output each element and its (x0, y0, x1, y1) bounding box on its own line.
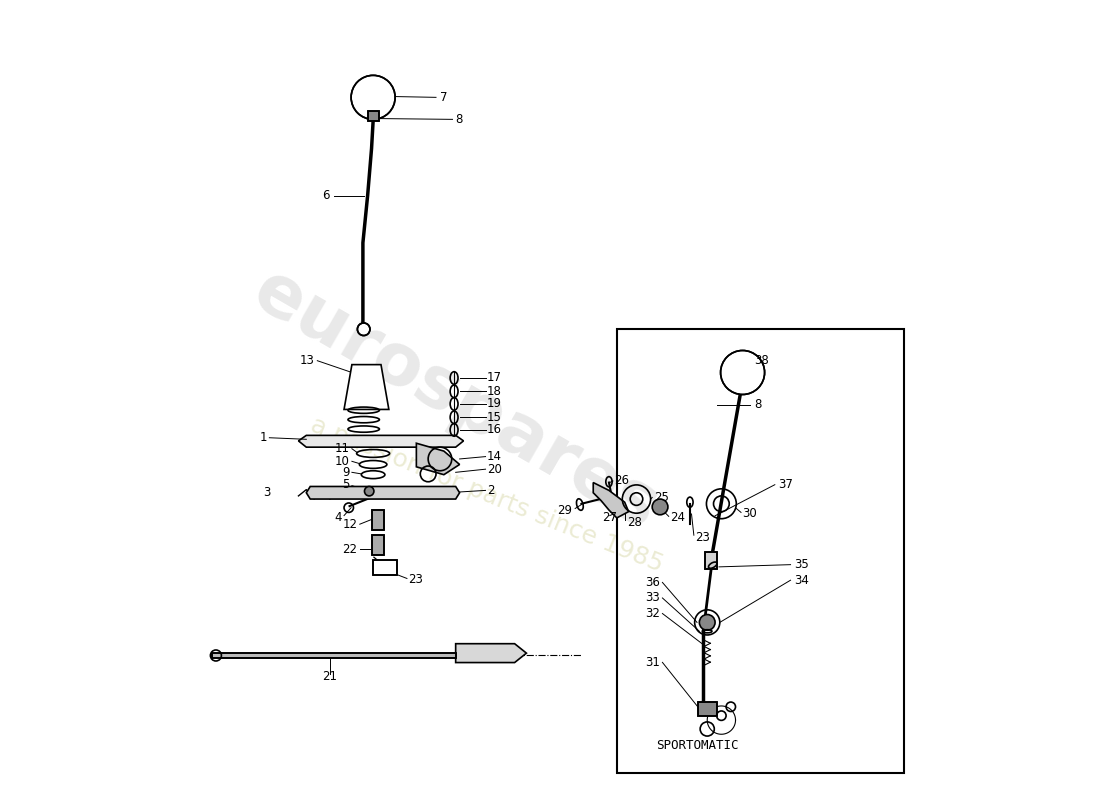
Bar (372, 510, 384, 530)
Text: 9: 9 (342, 466, 350, 479)
Text: 16: 16 (487, 423, 502, 436)
Circle shape (700, 614, 715, 630)
Text: 19: 19 (487, 398, 502, 410)
Text: 18: 18 (487, 385, 502, 398)
Bar (373, 560, 397, 574)
Text: 10: 10 (334, 455, 350, 468)
Text: 17: 17 (487, 371, 502, 385)
Circle shape (351, 75, 395, 119)
Text: 15: 15 (487, 410, 502, 424)
Text: 32: 32 (646, 607, 660, 620)
Text: 12: 12 (342, 518, 358, 530)
Text: eurospares: eurospares (241, 256, 671, 544)
Text: 11: 11 (334, 442, 350, 455)
Text: 3: 3 (264, 486, 271, 499)
Text: 13: 13 (299, 354, 315, 367)
Text: 28: 28 (627, 516, 642, 529)
Text: 8: 8 (755, 398, 762, 411)
Bar (372, 510, 384, 530)
Bar (372, 535, 384, 555)
Polygon shape (306, 486, 460, 499)
Bar (372, 535, 384, 555)
Bar (373, 560, 397, 574)
Text: 26: 26 (615, 474, 629, 486)
Bar (212, 653, 455, 658)
Text: 35: 35 (794, 558, 808, 571)
Bar (367, 111, 380, 121)
Bar (705, 552, 717, 569)
Text: 25: 25 (653, 491, 669, 504)
Text: 2: 2 (487, 484, 495, 497)
Text: a passion for parts since 1985: a passion for parts since 1985 (307, 412, 667, 576)
Text: 21: 21 (322, 670, 338, 683)
Text: 29: 29 (557, 503, 572, 517)
Polygon shape (455, 644, 527, 662)
Circle shape (720, 350, 764, 394)
Bar (617, 330, 904, 774)
Text: 23: 23 (408, 573, 424, 586)
Circle shape (364, 486, 374, 496)
Text: 22: 22 (342, 543, 358, 556)
Text: 23: 23 (695, 531, 711, 544)
Text: 1: 1 (260, 431, 267, 444)
Polygon shape (417, 443, 460, 474)
Text: 30: 30 (742, 507, 757, 521)
Bar (697, 702, 717, 716)
Circle shape (652, 499, 668, 514)
Text: SPORTOMATIC: SPORTOMATIC (656, 739, 738, 752)
Text: 27: 27 (602, 511, 617, 525)
Text: 14: 14 (487, 450, 502, 463)
Text: 5: 5 (342, 478, 350, 491)
Text: 24: 24 (670, 511, 685, 525)
Text: 36: 36 (646, 576, 660, 589)
Polygon shape (344, 365, 388, 410)
Text: 34: 34 (794, 574, 808, 586)
Polygon shape (298, 435, 463, 447)
Bar (705, 552, 717, 569)
Text: 4: 4 (334, 511, 342, 525)
Text: 38: 38 (755, 354, 769, 367)
Text: 37: 37 (778, 478, 793, 491)
Text: 6: 6 (322, 189, 330, 202)
Bar (212, 653, 455, 658)
Text: 8: 8 (455, 113, 463, 126)
Text: 7: 7 (440, 91, 448, 104)
Text: 20: 20 (487, 462, 502, 476)
Bar (367, 111, 380, 121)
Polygon shape (593, 482, 628, 518)
Text: 33: 33 (646, 591, 660, 605)
Text: 31: 31 (646, 656, 660, 669)
Bar (697, 702, 717, 716)
Circle shape (358, 323, 370, 335)
